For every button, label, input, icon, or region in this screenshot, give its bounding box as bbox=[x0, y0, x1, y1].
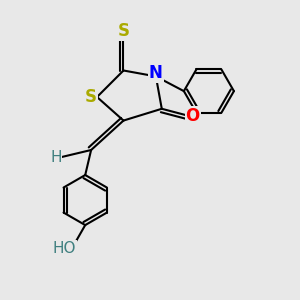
Text: S: S bbox=[118, 22, 130, 40]
Text: N: N bbox=[149, 64, 163, 82]
Text: HO: HO bbox=[53, 241, 76, 256]
Text: O: O bbox=[186, 107, 200, 125]
Text: H: H bbox=[50, 150, 61, 165]
Text: S: S bbox=[85, 88, 97, 106]
